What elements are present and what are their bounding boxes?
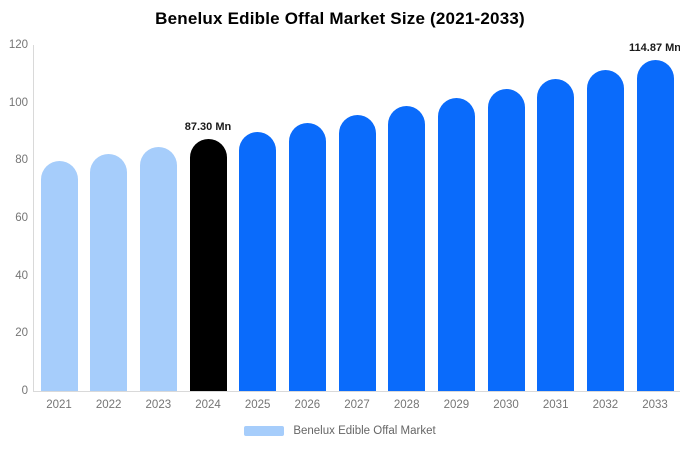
bar-2027[interactable] — [338, 115, 376, 391]
x-axis-tick-label: 2025 — [244, 399, 271, 411]
bar-2028[interactable] — [388, 106, 426, 391]
x-axis-tick-label: 2029 — [443, 399, 470, 411]
bar-2023[interactable] — [139, 146, 177, 391]
x-axis-tick-label: 2022 — [95, 399, 122, 411]
x-axis-tick-label: 2031 — [542, 399, 569, 411]
y-axis-tick-label: 100 — [8, 96, 28, 109]
y-axis-line — [33, 45, 34, 391]
bar-2021[interactable] — [40, 161, 78, 391]
bar-2031[interactable] — [537, 79, 575, 391]
x-axis-tick-label: 2023 — [145, 399, 172, 411]
x-axis-tick-label: 2033 — [642, 399, 668, 411]
x-axis-tick-label: 2026 — [294, 399, 321, 411]
bar-value-label-2024: 87.30 Mn — [184, 121, 232, 134]
bar-value-label-2033: 114.87 Mn — [629, 41, 680, 54]
x-axis-tick-label: 2024 — [195, 399, 221, 411]
bar-2032[interactable] — [586, 69, 624, 391]
bar-2033[interactable] — [636, 59, 674, 391]
legend-label: Benelux Edible Offal Market — [293, 425, 436, 437]
y-axis-tick-label: 0 — [21, 385, 28, 397]
x-axis-tick-label: 2030 — [493, 399, 519, 411]
legend-swatch-icon — [244, 426, 285, 436]
y-axis-tick-label: 20 — [15, 327, 28, 340]
y-axis-tick-label: 80 — [15, 154, 28, 167]
bar-2030[interactable] — [487, 88, 525, 391]
legend-item[interactable]: Benelux Edible Offal Market — [0, 425, 680, 437]
chart-title: Benelux Edible Offal Market Size (2021-2… — [155, 9, 525, 28]
bar-2029[interactable] — [437, 97, 475, 391]
x-axis-tick-label: 2021 — [46, 399, 72, 411]
y-axis-tick-label: 60 — [15, 212, 28, 224]
y-axis-tick-label: 40 — [15, 269, 28, 282]
bar-2022[interactable] — [90, 154, 128, 391]
bar-2025[interactable] — [239, 131, 277, 391]
x-axis-tick-label: 2027 — [344, 399, 370, 411]
bar-2024[interactable] — [189, 139, 227, 391]
bar-2026[interactable] — [288, 123, 326, 391]
x-axis-line — [33, 391, 680, 392]
x-axis-tick-label: 2032 — [592, 399, 619, 411]
x-axis-tick-label: 2028 — [393, 399, 420, 411]
y-axis-tick-label: 120 — [8, 39, 28, 51]
